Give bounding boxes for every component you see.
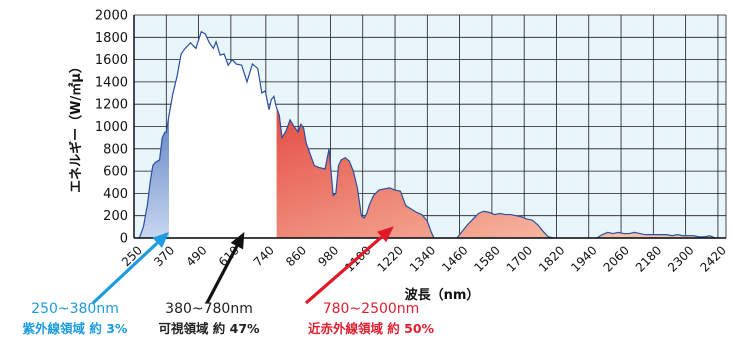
axes [133, 15, 726, 239]
spectrum-area-visible [168, 31, 277, 238]
arrow-shaft-nir [304, 235, 383, 305]
x-axis-label: 波長（nm） [405, 287, 480, 303]
region-arrows [91, 226, 394, 305]
x-tick-label: 1700 [504, 243, 535, 274]
arrow-head-visible [230, 232, 245, 250]
y-tick-label: 400 [103, 187, 128, 202]
x-tick-label: 1580 [471, 243, 502, 274]
y-tick-label: 1000 [95, 120, 128, 135]
caption-nir-desc: 近赤外線領域 約 50% [307, 321, 435, 336]
x-tick-label: 1820 [536, 243, 567, 274]
caption-uv-range: 250~380nm [31, 301, 119, 317]
x-tick-label: 1940 [568, 243, 599, 274]
arrow-shaft-visible [205, 245, 239, 304]
y-tick-label: 1400 [95, 75, 128, 90]
y-tick-labels: 0 200 400 600 800 1000 1200 1400 1600 1800 2000 [95, 9, 128, 247]
spectrum-area-nir [276, 107, 726, 238]
y-tick-label: 1600 [95, 53, 128, 68]
x-tick-labels: 2503704906107408609801100122013401460158… [119, 243, 729, 274]
x-tick-label: 1220 [375, 243, 406, 274]
x-tick-label: 2180 [633, 243, 664, 274]
caption-uv-desc: 紫外線領域 約 3% [22, 321, 128, 336]
y-tick-label: 1800 [95, 31, 128, 46]
y-tick-label: 0 [120, 232, 128, 247]
x-tick-label: 2420 [697, 243, 728, 274]
x-tick-label: 860 [283, 243, 309, 269]
x-tick-label: 2060 [601, 243, 632, 274]
x-tick-label: 1340 [407, 243, 438, 274]
y-tick-label: 2000 [95, 9, 128, 24]
spectrum-outline [134, 30, 726, 239]
x-tick-label: 2300 [665, 243, 696, 274]
caption-uv: 250~380nm 紫外線領域 約 3% [0, 300, 150, 338]
y-tick-label: 1200 [95, 98, 128, 113]
arrow-head-nir [377, 226, 394, 243]
y-tick-label: 800 [103, 142, 128, 157]
x-tick-label: 490 [184, 243, 210, 269]
x-tick-label: 740 [251, 243, 277, 269]
y-tick-label: 600 [103, 165, 128, 180]
x-tick-label: 1460 [439, 243, 470, 274]
y-tick-label: 200 [103, 209, 128, 224]
y-axis-label: エネルギー（W/㎡μ） [68, 60, 84, 193]
caption-visible-range: 380~780nm [165, 301, 253, 317]
caption-nir: 780~2500nm 近赤外線領域 約 50% [286, 300, 456, 338]
caption-visible-desc: 可視領域 約 47% [158, 321, 260, 336]
arrow-head-uv [152, 232, 169, 249]
x-tick-label: 980 [315, 243, 341, 269]
caption-visible: 380~780nm 可視領域 約 47% [134, 300, 284, 338]
caption-nir-range: 780~2500nm [322, 301, 420, 317]
arrow-shaft-uv [91, 241, 159, 305]
